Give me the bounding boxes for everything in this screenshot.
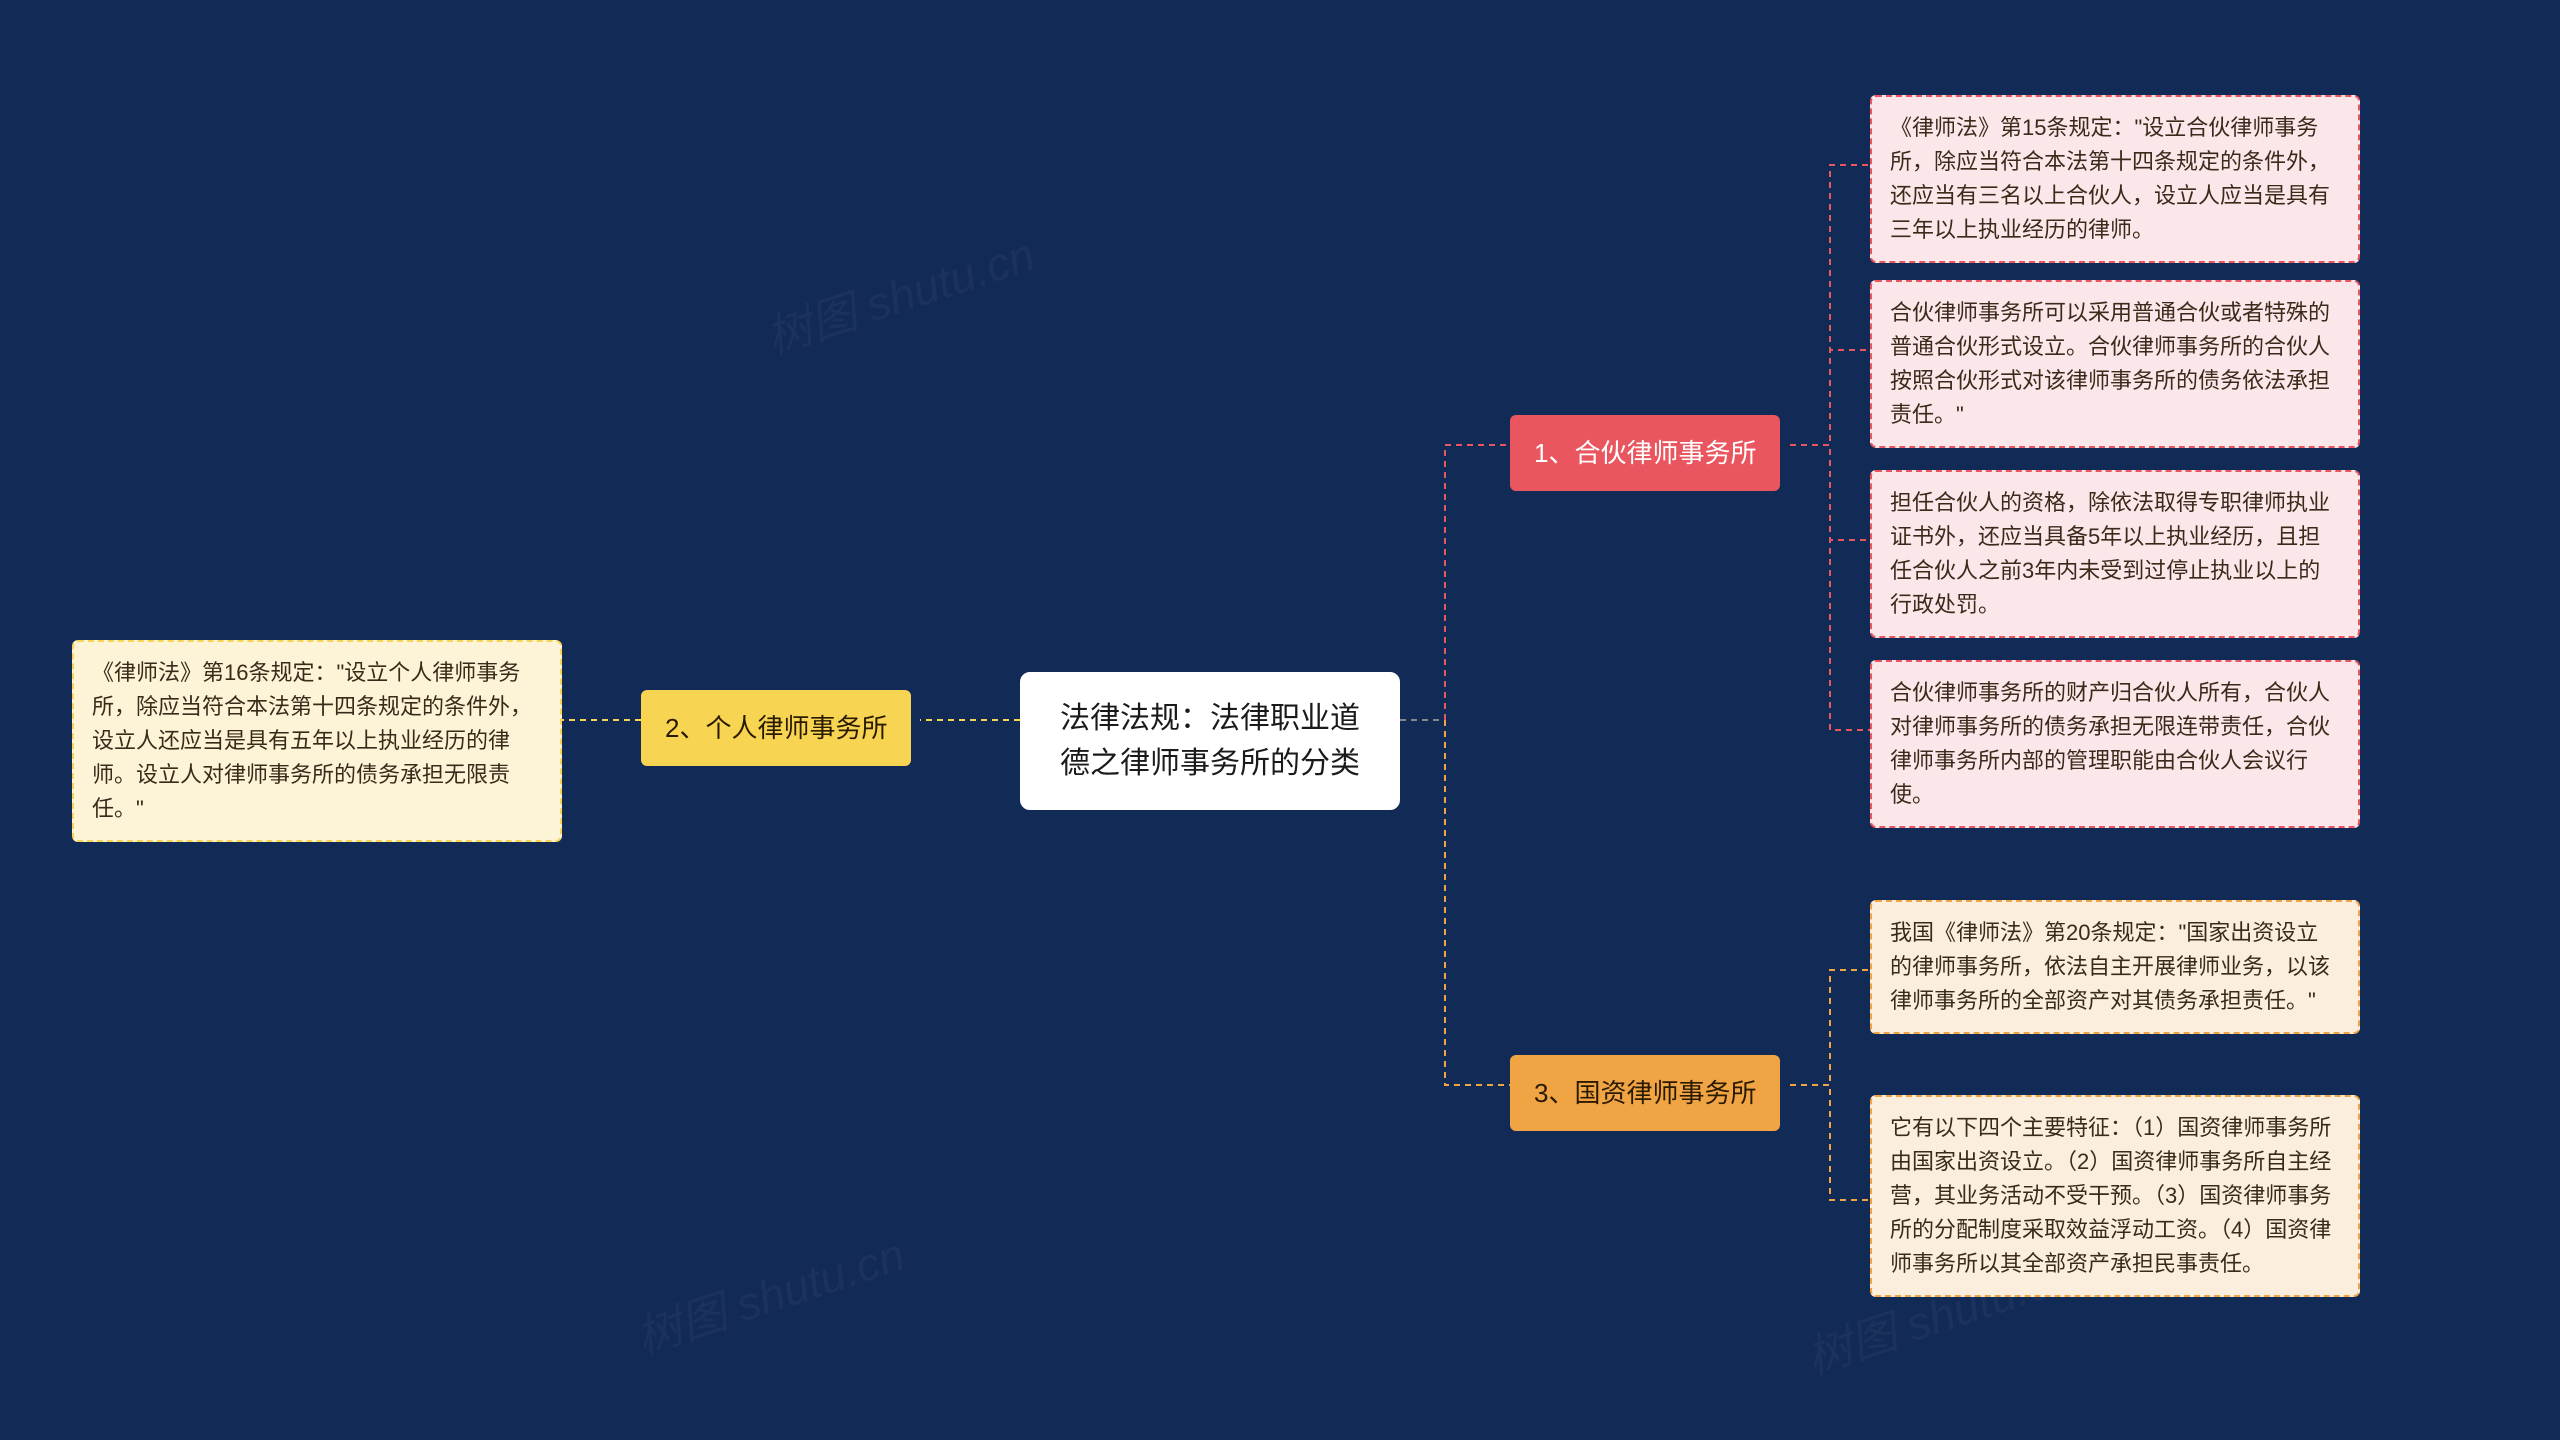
- leaf-state-2: 它有以下四个主要特征：（1）国资律师事务所由国家出资设立。（2）国资律师事务所自…: [1870, 1095, 2360, 1297]
- leaf-partnership-4: 合伙律师事务所的财产归合伙人所有，合伙人对律师事务所的债务承担无限连带责任，合伙…: [1870, 660, 2360, 828]
- leaf-partnership-3: 担任合伙人的资格，除依法取得专职律师执业证书外，还应当具备5年以上执业经历，且担…: [1870, 470, 2360, 638]
- watermark: 树图 shutu.cn: [627, 1219, 912, 1368]
- leaf-partnership-2: 合伙律师事务所可以采用普通合伙或者特殊的普通合伙形式设立。合伙律师事务所的合伙人…: [1870, 280, 2360, 448]
- leaf-state-1: 我国《律师法》第20条规定："国家出资设立的律师事务所，依法自主开展律师业务，以…: [1870, 900, 2360, 1034]
- leaf-partnership-1: 《律师法》第15条规定："设立合伙律师事务所，除应当符合本法第十四条规定的条件外…: [1870, 95, 2360, 263]
- leaf-individual-1: 《律师法》第16条规定："设立个人律师事务所，除应当符合本法第十四条规定的条件外…: [72, 640, 562, 842]
- branch-partnership-firm: 1、合伙律师事务所: [1510, 415, 1780, 491]
- branch-state-firm: 3、国资律师事务所: [1510, 1055, 1780, 1131]
- watermark: 树图 shutu.cn: [757, 219, 1042, 368]
- root-node: 法律法规：法律职业道德之律师事务所的分类: [1020, 672, 1400, 810]
- branch-individual-firm: 2、个人律师事务所: [641, 690, 911, 766]
